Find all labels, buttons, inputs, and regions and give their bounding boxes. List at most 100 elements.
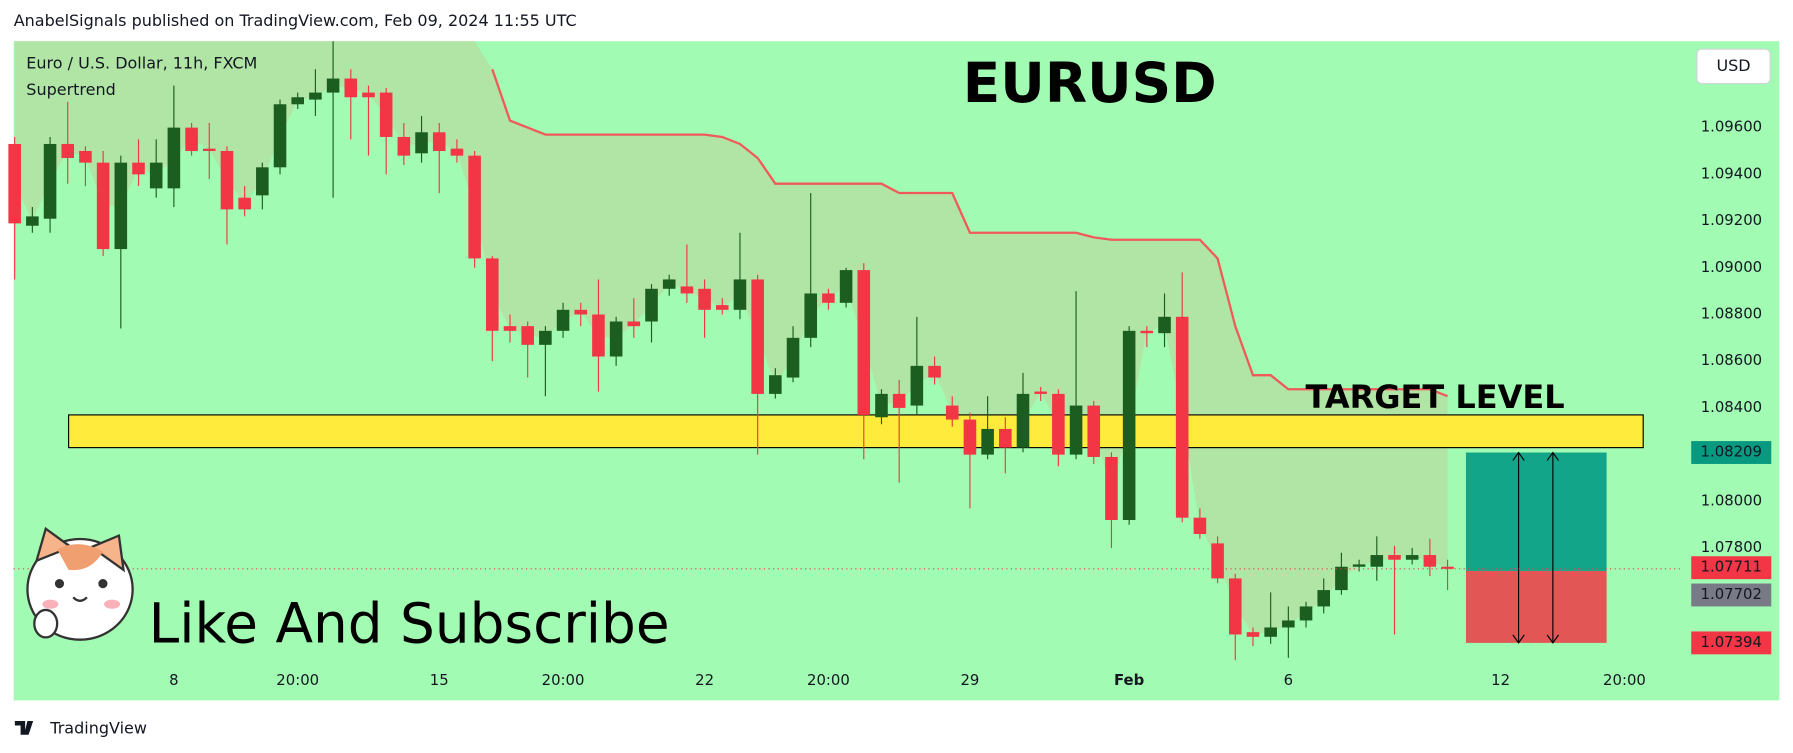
candle-body [61, 143, 75, 158]
indicator: Supertrend [26, 80, 115, 99]
x-tick-label: 22 [695, 671, 714, 689]
candle-body [733, 279, 747, 310]
y-tick-label: 1.09400 [1701, 164, 1762, 182]
candle-body [79, 150, 92, 163]
currency[interactable]: USD [1716, 56, 1750, 75]
candle-body [945, 405, 959, 420]
candle-body [751, 279, 764, 394]
candle-body [609, 321, 623, 357]
candle-body [132, 162, 145, 175]
y-tick-label: 1.09600 [1701, 118, 1762, 136]
y-tick-label: 1.09000 [1701, 258, 1762, 276]
x-tick-label: 6 [1284, 671, 1293, 689]
currency-button[interactable] [1696, 48, 1771, 85]
candle-body [273, 104, 287, 168]
candle-body [238, 197, 251, 210]
candle-body [1317, 590, 1331, 607]
candle-body [1441, 566, 1454, 569]
candle-body [680, 286, 694, 294]
x-tick-label: 15 [430, 671, 449, 689]
candle-body [291, 97, 305, 105]
candle-body [592, 314, 605, 357]
candle-body [1352, 564, 1366, 567]
candle-body [999, 428, 1012, 448]
candle-body [1069, 405, 1083, 455]
position-arrow [1546, 451, 1560, 644]
candle-body [857, 270, 871, 415]
x-tick-label: 20:00 [542, 671, 585, 689]
supertrend-line [491, 68, 1448, 398]
y-tick-label: 1.08600 [1701, 351, 1762, 369]
candle-body [185, 127, 198, 151]
candle-body [1405, 555, 1419, 560]
price-label: 1.07394 [1701, 633, 1762, 651]
candle-body [43, 143, 57, 219]
plot: 1.078001.080001.082001.084001.086001.088… [8, 41, 1772, 689]
x-tick-label: 8 [169, 671, 178, 689]
candle-body [8, 143, 21, 224]
candle-body [1264, 627, 1277, 637]
candle-body [556, 309, 570, 331]
candle-body [627, 321, 641, 327]
y-tick-label: 1.09200 [1701, 211, 1762, 229]
candle-body [1158, 316, 1171, 334]
candle-body [167, 127, 181, 189]
candle-body [928, 365, 941, 378]
candle-body [875, 393, 888, 418]
candle-body [910, 365, 924, 406]
candle-body [521, 326, 534, 345]
position-loss [1465, 570, 1607, 643]
candle-body [574, 309, 588, 315]
candle-body [344, 78, 358, 98]
candle-body [450, 148, 464, 156]
price-label-box [1691, 441, 1772, 464]
symbol: Euro / U.S. Dollar, 11h, FXCM [26, 54, 257, 73]
candle-body [503, 326, 517, 331]
candle-body [432, 132, 446, 151]
cat-sticker [26, 526, 134, 641]
candle-body [1105, 456, 1118, 521]
candle-body [220, 150, 234, 210]
x-tick-label: 12 [1491, 671, 1510, 689]
candle-body [96, 162, 110, 250]
x-tick-label: 29 [960, 671, 979, 689]
candle-body [1211, 543, 1224, 579]
x-tick-label: 20:00 [276, 671, 319, 689]
y-tick-label: 1.08000 [1701, 491, 1762, 509]
candle-body [486, 258, 499, 331]
y-tick-label: 1.07800 [1701, 538, 1762, 556]
x-tick-label: Feb [1114, 671, 1144, 689]
candle-body [1122, 330, 1136, 521]
y-tick-label: 1.08400 [1701, 398, 1762, 416]
price-label: 1.07711 [1701, 558, 1762, 576]
position-arrow [1512, 451, 1525, 644]
candle-body [468, 155, 481, 259]
price-label: 1.07702 [1701, 585, 1762, 603]
candle-body [415, 132, 428, 154]
target-zone [68, 414, 1644, 449]
candle-body [662, 279, 676, 289]
candle-body [1087, 405, 1101, 457]
candle-body [892, 393, 906, 408]
footer-logo [14, 720, 34, 735]
candle-body [26, 216, 39, 226]
candle-body [645, 288, 658, 322]
candle-body [804, 293, 818, 338]
y-tick-label: 1.08800 [1701, 304, 1762, 322]
footer: TradingView [49, 718, 147, 737]
price-label-box [1691, 556, 1772, 580]
candle-body [981, 428, 994, 455]
candle-body [397, 136, 411, 156]
x-tick-label: 20:00 [807, 671, 850, 689]
target-label: TARGET LEVEL [1306, 378, 1565, 416]
candle-body [1423, 555, 1437, 567]
candle-body [1388, 555, 1401, 560]
candle-body [769, 375, 782, 394]
candle-body [1370, 555, 1384, 567]
candle-body [1335, 566, 1348, 591]
candle-body [309, 92, 322, 100]
candle-body [1299, 606, 1313, 621]
candle-body [715, 305, 729, 310]
candle-body [822, 293, 835, 303]
